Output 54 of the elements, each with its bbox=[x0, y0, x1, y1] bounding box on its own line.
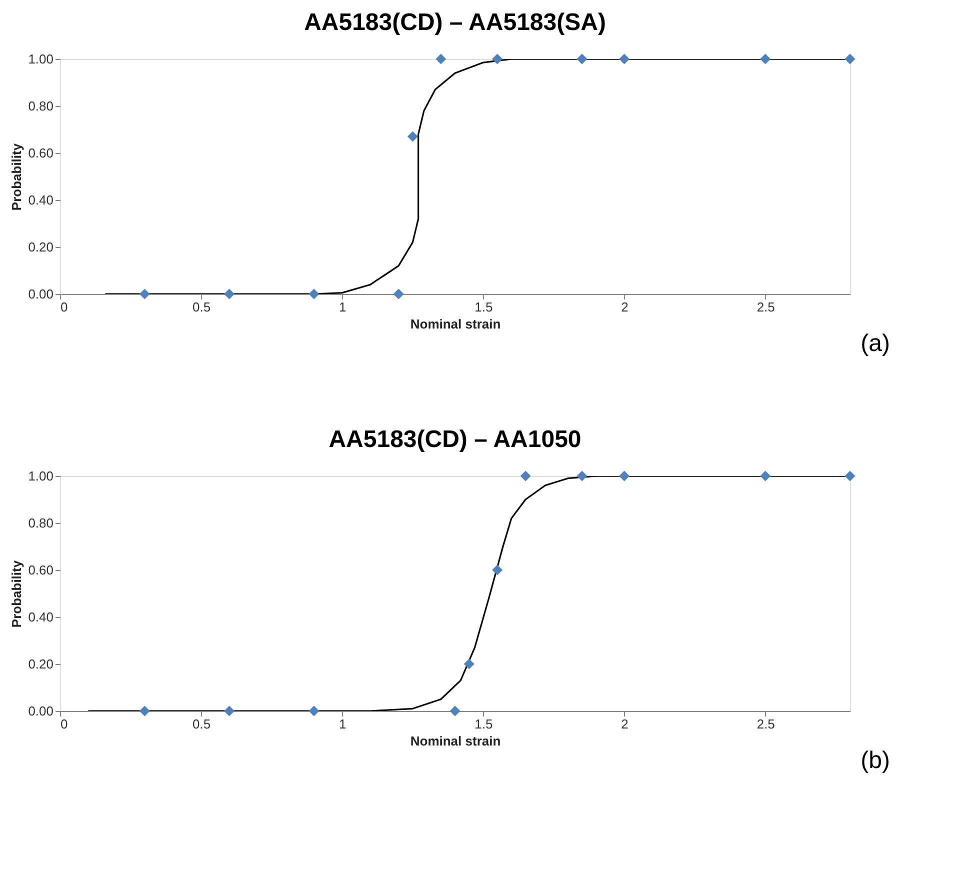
y-tick-label: 0.40 bbox=[28, 610, 54, 624]
point bbox=[576, 54, 588, 64]
x-tick-label: 0 bbox=[60, 300, 68, 314]
y-tick-label: 0.80 bbox=[28, 516, 54, 530]
point bbox=[492, 54, 503, 64]
x-tick-label: 0.5 bbox=[192, 300, 211, 314]
y-tick-label: 0.00 bbox=[28, 704, 54, 718]
point bbox=[139, 706, 150, 716]
point bbox=[308, 288, 320, 300]
x-tick-label: 2 bbox=[621, 716, 628, 732]
point bbox=[224, 288, 235, 300]
point bbox=[139, 288, 150, 300]
x-tick-label: 1.5 bbox=[474, 716, 493, 732]
x-axis-title: Nominal strain bbox=[410, 316, 501, 332]
x-tick-label: 1.5 bbox=[474, 300, 493, 314]
point bbox=[450, 706, 460, 716]
point bbox=[492, 564, 503, 576]
point bbox=[308, 706, 320, 716]
point bbox=[393, 288, 404, 300]
chart-title: AA5183(CD) – AA1050 bbox=[328, 426, 582, 453]
y-tick-label: 0.60 bbox=[28, 146, 54, 160]
x-tick-label: 2.5 bbox=[756, 300, 775, 314]
point bbox=[844, 470, 856, 482]
text: (a) bbox=[860, 330, 890, 357]
x-tick-label: 2.5 bbox=[756, 716, 775, 732]
x-tick-label: 1 bbox=[339, 300, 346, 314]
point bbox=[407, 131, 418, 142]
y-axis-title: Probability bbox=[9, 560, 24, 628]
point bbox=[464, 658, 474, 670]
y-tick-label: 1.00 bbox=[28, 468, 54, 484]
x-tick-label: 0 bbox=[60, 716, 68, 732]
y-tick-label: 0.40 bbox=[28, 192, 54, 208]
x-tick-label: 1 bbox=[339, 716, 346, 732]
y-tick-label: 0.20 bbox=[28, 656, 54, 672]
y-tick-label: 0.20 bbox=[28, 240, 54, 254]
point bbox=[760, 470, 771, 482]
point bbox=[520, 470, 531, 482]
y-tick-label: 0.80 bbox=[28, 98, 54, 114]
x-tick-label: 2 bbox=[621, 300, 628, 314]
point bbox=[619, 54, 630, 64]
point bbox=[224, 706, 235, 716]
point bbox=[619, 470, 630, 482]
y-tick-label: 0.60 bbox=[28, 562, 54, 578]
y-axis-title: Probability bbox=[9, 142, 24, 211]
point bbox=[436, 54, 446, 64]
chart-title: AA5183(CD) – AA5183(SA) bbox=[304, 9, 606, 36]
point bbox=[576, 470, 588, 482]
y-tick-label: 1.00 bbox=[28, 52, 54, 66]
text: (b) bbox=[860, 747, 890, 774]
point bbox=[760, 54, 771, 64]
x-axis-title: Nominal strain bbox=[410, 734, 501, 748]
x-tick-label: 0.5 bbox=[192, 716, 211, 732]
point bbox=[844, 54, 856, 64]
y-tick-label: 0.00 bbox=[28, 286, 54, 302]
